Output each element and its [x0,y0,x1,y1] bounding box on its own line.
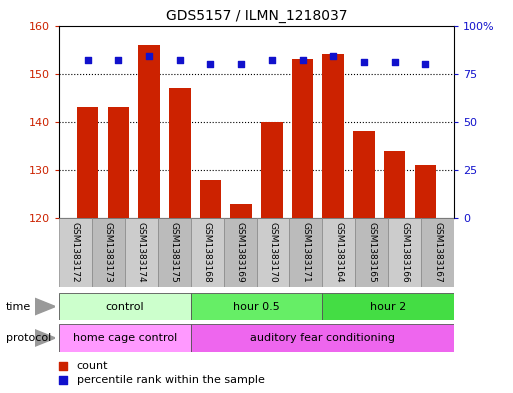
Bar [59,324,191,352]
Bar [200,180,221,218]
Bar [158,218,191,287]
Bar [77,107,98,218]
Bar [125,218,158,287]
Bar [322,218,355,287]
Text: GSM1383170: GSM1383170 [268,222,278,282]
Text: GSM1383172: GSM1383172 [71,222,80,282]
Polygon shape [35,298,55,315]
Polygon shape [35,330,55,346]
Bar [355,218,388,287]
Text: GSM1383169: GSM1383169 [235,222,245,282]
Bar [415,165,436,218]
Bar [191,218,224,287]
Point [329,53,338,59]
Point [206,61,214,67]
Bar [289,218,322,287]
Text: time: time [6,301,31,312]
Point [421,61,429,67]
Point [360,59,368,65]
Text: GSM1383173: GSM1383173 [104,222,113,282]
Point [299,57,307,63]
Bar [59,218,92,287]
Point [145,53,153,59]
Bar [388,218,421,287]
Bar [261,122,283,218]
Point [114,57,123,63]
Point [237,61,245,67]
Bar [92,218,125,287]
Text: auditory fear conditioning: auditory fear conditioning [250,333,395,343]
Bar [191,324,454,352]
Text: hour 0.5: hour 0.5 [233,301,280,312]
Bar [323,54,344,218]
Text: GSM1383166: GSM1383166 [400,222,409,282]
Text: hour 2: hour 2 [370,301,406,312]
Bar [59,293,191,320]
Bar [191,293,322,320]
Bar [108,107,129,218]
Text: control: control [106,301,144,312]
Bar [353,131,374,218]
Bar [292,59,313,218]
Text: GSM1383175: GSM1383175 [170,222,179,282]
Bar [169,88,190,218]
Bar [224,218,256,287]
Text: GSM1383174: GSM1383174 [137,222,146,282]
Title: GDS5157 / ILMN_1218037: GDS5157 / ILMN_1218037 [166,9,347,23]
Bar [256,218,289,287]
Point [288,290,297,296]
Text: GSM1383164: GSM1383164 [334,222,343,282]
Bar [421,218,454,287]
Point [84,57,92,63]
Text: protocol: protocol [6,333,51,343]
Point [175,57,184,63]
Bar [322,293,454,320]
Bar [139,45,160,218]
Text: GSM1383168: GSM1383168 [203,222,212,282]
Text: percentile rank within the sample: percentile rank within the sample [77,375,265,385]
Text: GSM1383171: GSM1383171 [301,222,310,282]
Text: GSM1383167: GSM1383167 [433,222,442,282]
Text: home cage control: home cage control [73,333,177,343]
Point [288,164,297,171]
Point [268,57,276,63]
Text: GSM1383165: GSM1383165 [367,222,376,282]
Point [390,59,399,65]
Bar [230,204,252,218]
Text: count: count [77,362,108,371]
Bar [384,151,405,218]
